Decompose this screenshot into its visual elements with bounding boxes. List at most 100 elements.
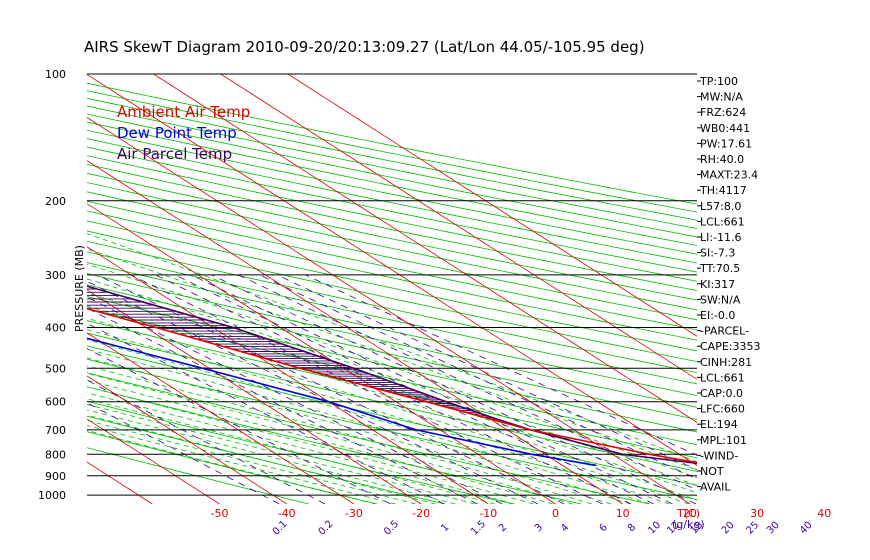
- cape-hatching: [87, 288, 497, 420]
- index-item: LCL:661: [700, 371, 745, 384]
- index-item: -WIND-: [700, 449, 738, 462]
- bottom-temp-tick-label: 10: [616, 507, 630, 520]
- legend: Ambient Air Temp Dew Point Temp Air Parc…: [117, 103, 250, 163]
- dry-adiabat-line: [87, 415, 446, 504]
- index-item: RH:40.0: [700, 153, 744, 166]
- dry-adiabat-line: [87, 200, 697, 331]
- moist-adiabat-line: [87, 263, 697, 479]
- dry-adiabat-line: [87, 90, 697, 213]
- mixing-ratio-line: [277, 274, 697, 471]
- mixing-ratio-line: [87, 379, 326, 504]
- bottom-temp-tick-label: 0: [552, 507, 559, 520]
- index-item: MW:N/A: [700, 91, 743, 104]
- index-item: LCL:661: [700, 215, 745, 228]
- index-item: TP:100: [699, 75, 738, 88]
- dry-adiabat-line: [87, 345, 697, 486]
- isotherm-line: [220, 74, 697, 380]
- bottom-temp-tick-label: 40: [817, 507, 831, 520]
- mixing-ratio-tick-label: 2: [497, 522, 509, 534]
- dry-adiabat-line: [87, 129, 697, 255]
- isotherm-line: [87, 332, 355, 504]
- dry-adiabat-line: [87, 138, 697, 264]
- dry-adiabat-line: [87, 400, 514, 504]
- mixing-ratio-line: [174, 274, 654, 504]
- pressure-tick-label: 800: [45, 448, 66, 461]
- pressure-tick-label: 400: [45, 322, 66, 335]
- moist-adiabat-line: [87, 386, 534, 504]
- legend-ambient: Ambient Air Temp: [117, 103, 250, 121]
- dry-adiabat-line: [87, 240, 697, 374]
- moist-adiabat-line: [87, 430, 376, 504]
- dry-adiabat-line: [87, 182, 697, 311]
- dry-adiabat-line: [87, 191, 697, 321]
- mixing-ratio-line: [87, 348, 391, 504]
- mixing-ratio-tick-label: 25: [744, 520, 761, 537]
- index-item: FRZ:624: [700, 106, 746, 119]
- dry-adiabat-line: [87, 105, 697, 229]
- mixing-ratio-tick-label: 1: [439, 522, 451, 534]
- index-item: EL:194: [700, 418, 738, 431]
- plot-grid: [87, 74, 697, 504]
- mixing-ratio-tick-label: 8: [626, 522, 638, 534]
- isotherm-line: [87, 117, 691, 504]
- mixing-ratio-tick-label: 0.5: [382, 519, 401, 538]
- dry-adiabat-line: [87, 163, 697, 291]
- dry-adiabat-line: [87, 230, 697, 363]
- isotherm-line: [287, 74, 697, 337]
- mixing-ratio-line: [191, 274, 673, 504]
- dry-adiabat-line: [87, 251, 697, 385]
- pressure-tick-label: 500: [45, 362, 66, 375]
- pressure-tick-label: 200: [45, 195, 66, 208]
- dry-adiabat-line: [87, 172, 697, 301]
- pressure-tick-label: 700: [45, 424, 66, 437]
- bottom-temp-tick-label: -20: [412, 507, 430, 520]
- mixing-ratio-tick-label: 1.5: [469, 519, 488, 538]
- index-item: -PARCEL-: [700, 325, 749, 338]
- dry-adiabat-line: [87, 284, 697, 420]
- index-item: SW:N/A: [700, 293, 741, 306]
- mixing-ratio-line: [259, 274, 697, 480]
- mixing-ratio-line: [130, 274, 603, 504]
- bottom-temp-tick-label: -40: [278, 507, 296, 520]
- index-item: TT:70.5: [699, 262, 740, 275]
- index-item: L57:8.0: [700, 200, 741, 213]
- mixing-ratio-tick-label: 20: [720, 520, 737, 537]
- sounding-series: [87, 285, 697, 467]
- pressure-tick-label: 600: [45, 396, 66, 409]
- y-axis-label: PRESSURE (MB): [73, 245, 86, 332]
- index-item: CAPE:3353: [700, 340, 761, 353]
- mixing-ratio-line: [211, 274, 697, 504]
- dry-adiabat-line: [87, 320, 697, 459]
- index-item: LFC:660: [700, 403, 745, 416]
- bottom-temp-tick-label: -30: [345, 507, 363, 520]
- dry-adiabat-line: [87, 431, 377, 504]
- temp-axis-unit: T(C): [676, 507, 700, 520]
- index-item: LI:-11.6: [700, 231, 742, 244]
- mixing-ratio-line: [238, 274, 697, 491]
- index-item: EI:-0.0: [700, 309, 735, 322]
- isotherm-line: [87, 418, 220, 504]
- index-item: WB0:441: [700, 122, 750, 135]
- mixing-ratio-tick-label: 10: [646, 520, 663, 537]
- moist-adiabat-line: [87, 357, 612, 504]
- legend-dewpoint: Dew Point Temp: [117, 124, 237, 142]
- isotherm-line: [153, 74, 697, 423]
- dry-adiabat-line: [87, 82, 697, 205]
- mixing-axis-unit: (g/kg): [672, 518, 705, 531]
- moist-adiabat-line: [87, 392, 515, 504]
- pressure-tick-label: 300: [45, 269, 66, 282]
- index-item: TH:4117: [699, 184, 747, 197]
- mixing-ratio-tick-label: 40: [798, 520, 815, 537]
- index-item: SI:-7.3: [700, 247, 735, 260]
- index-item: MPL:101: [700, 434, 747, 447]
- legend-parcel: Air Parcel Temp: [117, 145, 232, 163]
- isotherm-line: [87, 74, 697, 466]
- index-item: KI:317: [700, 278, 735, 291]
- dry-adiabat-line: [87, 307, 697, 446]
- isotherm-line: [87, 375, 287, 504]
- mixing-ratio-line: [87, 402, 280, 504]
- moist-adiabat-line: [87, 278, 697, 487]
- isotherm-line: [87, 289, 422, 504]
- isotherm-line: [87, 246, 489, 504]
